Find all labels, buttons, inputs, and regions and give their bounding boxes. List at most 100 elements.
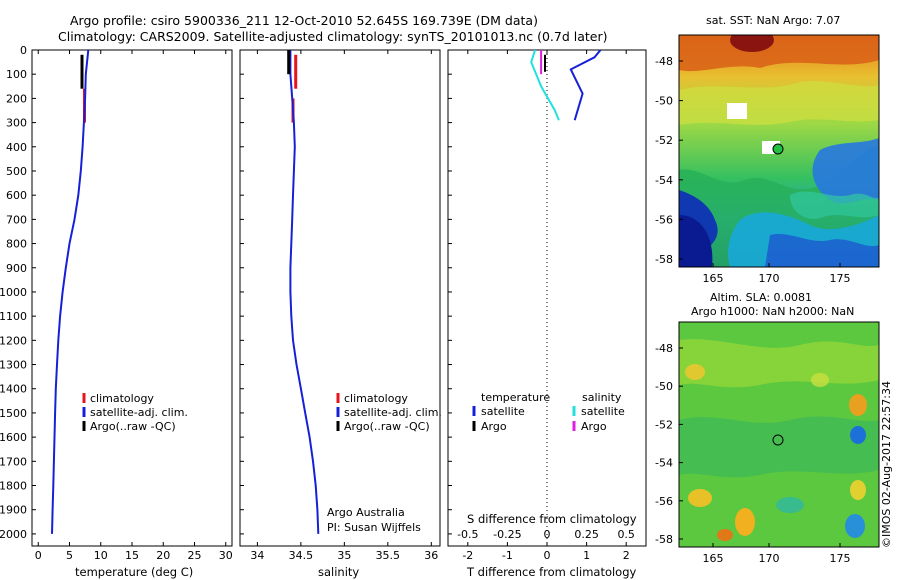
depth-tick-label: 1200 — [0, 334, 27, 347]
depth-tick-label: 800 — [6, 238, 27, 251]
x-tick-label: 34.5 — [289, 549, 314, 562]
xlabel-t-difference: T difference from climatology — [466, 565, 637, 579]
x-tick-label: 34 — [250, 549, 264, 562]
salinity-panel-frame — [239, 49, 441, 547]
depth-tick-label: 1600 — [0, 431, 27, 444]
x-tick-label: 0 — [35, 549, 42, 562]
x-tick-label: 25 — [188, 549, 202, 562]
depth-tick-label: 1100 — [0, 310, 27, 323]
figure-title-line2: Climatology: CARS2009. Satellite-adjuste… — [58, 29, 608, 44]
series-temperature-satellite — [569, 49, 602, 121]
xlabel-s-difference: S difference from climatology — [467, 512, 637, 526]
salinity-legend: climatology satellite-adj. clim. Argo(..… — [327, 392, 442, 534]
s-tick-label: 0.5 — [617, 528, 635, 541]
sla-map — [678, 321, 880, 548]
salinity-panel: 34 34.5 35 35.5 36 — [250, 50, 438, 562]
x-tick-label: 30 — [219, 549, 233, 562]
legend-header-salinity: salinity — [582, 391, 622, 404]
annotation-pi-name: PI: Susan Wijffels — [327, 521, 421, 534]
depth-tick-label: 1500 — [0, 407, 27, 420]
x-tick-label: 10 — [94, 549, 108, 562]
legend-label-climatology: climatology — [90, 392, 154, 405]
s-tick-label: -0.25 — [493, 528, 521, 541]
depth-tick-label: 2000 — [0, 528, 27, 541]
map-x-tick-label: 165 — [703, 552, 724, 565]
depth-tick-label: 1300 — [0, 359, 27, 372]
series-satellite-adj-clim- — [289, 50, 320, 534]
depth-tick-label: 900 — [6, 262, 27, 275]
xlabel-salinity: salinity — [318, 565, 359, 579]
depth-tick-label: 300 — [6, 117, 27, 130]
depth-tick-label: 500 — [6, 165, 27, 178]
x-tick-label: 35 — [337, 549, 351, 562]
map-x-tick-label: 165 — [703, 272, 724, 285]
map-y-tick-label: -50 — [655, 95, 673, 108]
difference-legend: temperature salinity satellite Argo sate… — [472, 391, 625, 433]
x-tick-label: 35.5 — [376, 549, 401, 562]
x-tick-label: 15 — [125, 549, 139, 562]
map-x-tick-label: 175 — [830, 272, 851, 285]
depth-tick-label: 100 — [6, 68, 27, 81]
legend-label-argo: Argo(..raw -QC) — [344, 420, 430, 433]
s-tick-label: -0.5 — [457, 528, 478, 541]
series-salinity-satellite — [530, 49, 560, 121]
map-axes: -48 -50 -52 -54 -56 -58 165 170 175 -48 -50 -52 -54 -… — [655, 55, 850, 565]
series-satellite-adj-clim- — [51, 49, 90, 534]
map-y-tick-label: -54 — [655, 174, 673, 187]
legend-label-argo: Argo(..raw -QC) — [90, 420, 176, 433]
map-y-tick-label: -50 — [655, 380, 673, 393]
map-y-tick-label: -58 — [655, 533, 673, 546]
map-x-tick-label: 170 — [759, 272, 780, 285]
map-y-tick-label: -56 — [655, 495, 673, 508]
imos-timestamp: ©IMOS 02-Aug-2017 22:57:34 — [880, 381, 893, 548]
figure-title-line1: Argo profile: csiro 5900336_211 12-Oct-2… — [70, 13, 538, 28]
depth-tick-label: 1700 — [0, 455, 27, 468]
depth-tick-label: 0 — [20, 44, 27, 57]
map-x-tick-label: 175 — [830, 552, 851, 565]
map-x-tick-label: 170 — [759, 552, 780, 565]
legend-label-temp-argo: Argo — [481, 420, 507, 433]
legend-header-temperature: temperature — [481, 391, 550, 404]
depth-tick-label: 1400 — [0, 383, 27, 396]
map-y-tick-label: -48 — [655, 342, 673, 355]
x-tick-label: 1 — [583, 549, 590, 562]
depth-axis: 0 100 200 300 400 500 600 700 800 900 1000 1100 1200… — [0, 44, 452, 541]
legend-label-sal-satellite: satellite — [581, 405, 625, 418]
legend-label-satellite: satellite-adj. clim. — [344, 406, 442, 419]
map-y-tick-label: -54 — [655, 457, 673, 470]
depth-tick-label: 1900 — [0, 504, 27, 517]
map-y-tick-label: -52 — [655, 134, 673, 147]
map-y-tick-label: -52 — [655, 418, 673, 431]
legend-label-climatology: climatology — [344, 392, 408, 405]
x-tick-label: -2 — [462, 549, 473, 562]
s-tick-label: 0.25 — [574, 528, 599, 541]
x-tick-label: 2 — [623, 549, 630, 562]
depth-tick-label: 1800 — [0, 480, 27, 493]
sla-map-title-2: Argo h1000: NaN h2000: NaN — [691, 305, 854, 318]
x-tick-label: 5 — [66, 549, 73, 562]
map-y-tick-label: -48 — [655, 55, 673, 68]
temperature-panel: 0 5 10 15 20 25 30 — [35, 49, 233, 562]
depth-tick-label: 700 — [6, 213, 27, 226]
map-y-tick-label: -56 — [655, 213, 673, 226]
x-tick-label: 0 — [544, 549, 551, 562]
depth-tick-label: 600 — [6, 189, 27, 202]
sst-map — [678, 34, 880, 268]
map-y-tick-label: -58 — [655, 253, 673, 266]
temperature-legend: climatology satellite-adj. clim. Argo(..… — [82, 392, 188, 433]
sla-map-title-1: Altim. SLA: 0.0081 — [710, 291, 812, 304]
x-tick-label: 36 — [424, 549, 438, 562]
depth-tick-label: 1000 — [0, 286, 27, 299]
depth-tick-label: 400 — [6, 141, 27, 154]
annotation-argo-australia: Argo Australia — [327, 506, 405, 519]
x-tick-label: -1 — [502, 549, 513, 562]
xlabel-temperature: temperature (deg C) — [75, 565, 193, 579]
depth-tick-label: 200 — [6, 92, 27, 105]
sst-map-title: sat. SST: NaN Argo: 7.07 — [706, 14, 840, 27]
legend-label-satellite: satellite-adj. clim. — [90, 406, 188, 419]
legend-label-sal-argo: Argo — [581, 420, 607, 433]
legend-label-temp-satellite: satellite — [481, 405, 525, 418]
x-tick-label: 20 — [156, 549, 170, 562]
